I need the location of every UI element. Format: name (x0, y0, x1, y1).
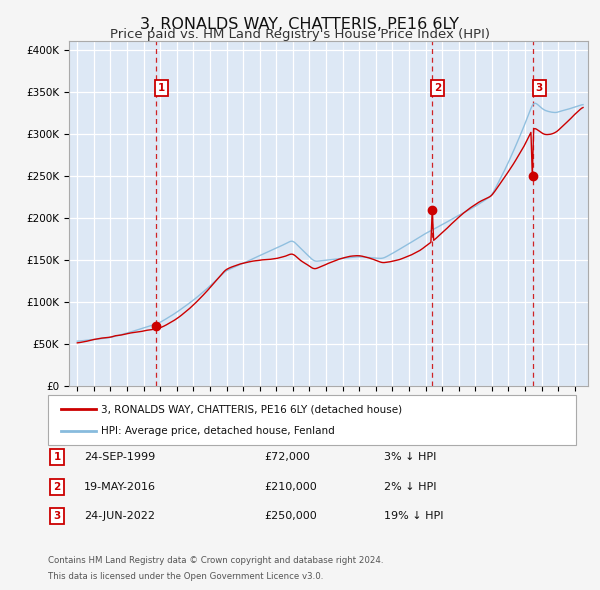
Text: 2: 2 (434, 83, 442, 93)
Text: This data is licensed under the Open Government Licence v3.0.: This data is licensed under the Open Gov… (48, 572, 323, 581)
Text: 3: 3 (535, 83, 542, 93)
Text: 3% ↓ HPI: 3% ↓ HPI (384, 453, 436, 462)
Text: 19-MAY-2016: 19-MAY-2016 (84, 482, 156, 491)
Text: £250,000: £250,000 (264, 512, 317, 521)
FancyBboxPatch shape (48, 395, 576, 445)
Text: 24-JUN-2022: 24-JUN-2022 (84, 512, 155, 521)
Text: 19% ↓ HPI: 19% ↓ HPI (384, 512, 443, 521)
Text: £72,000: £72,000 (264, 453, 310, 462)
Text: 2% ↓ HPI: 2% ↓ HPI (384, 482, 437, 491)
Text: £210,000: £210,000 (264, 482, 317, 491)
Text: 24-SEP-1999: 24-SEP-1999 (84, 453, 155, 462)
Text: 3, RONALDS WAY, CHATTERIS, PE16 6LY: 3, RONALDS WAY, CHATTERIS, PE16 6LY (140, 17, 460, 31)
Text: 3, RONALDS WAY, CHATTERIS, PE16 6LY (detached house): 3, RONALDS WAY, CHATTERIS, PE16 6LY (det… (101, 404, 402, 414)
Text: HPI: Average price, detached house, Fenland: HPI: Average price, detached house, Fenl… (101, 427, 335, 437)
Text: 2: 2 (53, 482, 61, 491)
Text: 1: 1 (158, 83, 166, 93)
Text: 1: 1 (53, 453, 61, 462)
Text: 3: 3 (53, 512, 61, 521)
Text: Price paid vs. HM Land Registry's House Price Index (HPI): Price paid vs. HM Land Registry's House … (110, 28, 490, 41)
Text: Contains HM Land Registry data © Crown copyright and database right 2024.: Contains HM Land Registry data © Crown c… (48, 556, 383, 565)
